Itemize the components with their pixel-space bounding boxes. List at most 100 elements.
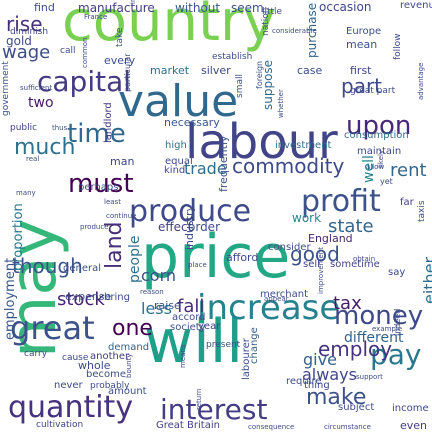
word: less <box>141 299 172 318</box>
word: never <box>54 380 83 391</box>
word: consumption <box>344 130 409 141</box>
word: commodity <box>232 154 345 178</box>
word: sufficient <box>20 84 53 92</box>
word: Europe <box>346 26 382 37</box>
word: people <box>127 235 143 283</box>
word: society <box>170 322 206 333</box>
word: far <box>400 197 414 208</box>
word: country <box>62 0 277 54</box>
word: thing <box>304 380 330 391</box>
word: price <box>141 222 291 292</box>
word: first <box>350 64 372 77</box>
word: merchant <box>260 289 309 300</box>
word: expense <box>65 290 112 303</box>
word: interest <box>160 393 268 426</box>
word: cultivation <box>36 420 84 430</box>
word: bring <box>104 292 130 303</box>
word: importation <box>129 0 137 4</box>
word: probably <box>90 381 130 391</box>
word: labour <box>185 114 338 170</box>
word: raise <box>154 299 181 312</box>
word: investment <box>275 140 332 151</box>
word: quantity <box>8 390 134 425</box>
word: mean <box>346 38 378 51</box>
word: either <box>420 256 432 304</box>
word: kind <box>164 165 186 176</box>
word: rent <box>390 160 427 181</box>
word: demand <box>108 342 150 353</box>
word: diminish <box>10 27 49 37</box>
word: present <box>206 340 241 350</box>
word: make <box>306 385 367 410</box>
word: employ <box>318 337 393 361</box>
word: industry <box>183 204 196 250</box>
word: find <box>34 1 55 14</box>
word: return <box>195 388 203 410</box>
word: produce <box>80 223 109 231</box>
word: without <box>175 1 221 15</box>
word: will <box>144 307 244 377</box>
word: silver <box>201 64 231 77</box>
word: capital <box>37 65 132 98</box>
word: great part <box>350 86 396 96</box>
word: yet <box>380 177 393 186</box>
word: money <box>334 301 424 331</box>
word: maintain <box>357 146 402 157</box>
word: improvement <box>317 247 325 294</box>
word: many <box>16 189 36 197</box>
word: corn <box>141 266 177 285</box>
word: foreign <box>255 60 264 89</box>
word: year <box>198 321 221 332</box>
word: consequence <box>248 423 295 431</box>
word: England <box>308 232 353 245</box>
word: call <box>60 46 76 56</box>
word: accord <box>172 312 206 323</box>
word: upon <box>346 111 412 141</box>
word: increase <box>197 288 341 328</box>
word: produce <box>129 194 252 229</box>
word: France <box>84 13 108 21</box>
word: employment <box>3 257 18 340</box>
word: good <box>290 242 340 266</box>
word: subject <box>338 402 375 413</box>
word: perhaps <box>78 182 119 193</box>
word: pay <box>370 338 422 371</box>
word: fall <box>177 296 205 317</box>
word: sell <box>303 259 320 270</box>
word: gold <box>6 34 32 48</box>
word: common <box>81 37 89 69</box>
word: time <box>67 119 126 149</box>
word: cause <box>62 353 89 363</box>
word: considerable <box>272 27 317 35</box>
word: support <box>356 373 383 381</box>
word: case <box>297 64 323 77</box>
word: revenue <box>400 0 432 11</box>
word: carry <box>24 349 48 359</box>
word: follow <box>393 33 403 60</box>
word: another <box>90 351 130 362</box>
word: rise <box>6 12 43 36</box>
word: say <box>388 267 406 278</box>
word: obtain <box>353 255 376 263</box>
word: small <box>235 74 245 98</box>
word: value <box>118 76 239 127</box>
word: different <box>344 330 404 346</box>
word: man <box>110 155 135 168</box>
word: become <box>86 369 127 380</box>
word: high <box>165 140 187 151</box>
word: nation <box>261 7 271 36</box>
word: reason <box>140 288 164 296</box>
word: continue <box>106 212 137 220</box>
word: consider <box>268 242 311 253</box>
word: occasion <box>319 0 372 14</box>
word: frequently <box>217 135 230 193</box>
word: seem <box>231 1 264 15</box>
word: afford <box>226 251 259 264</box>
word: likely <box>377 149 385 168</box>
word: circumstance <box>324 423 371 431</box>
word: little <box>262 7 283 17</box>
word: income <box>392 403 429 414</box>
word: state <box>328 216 374 237</box>
word: wage <box>2 42 51 63</box>
